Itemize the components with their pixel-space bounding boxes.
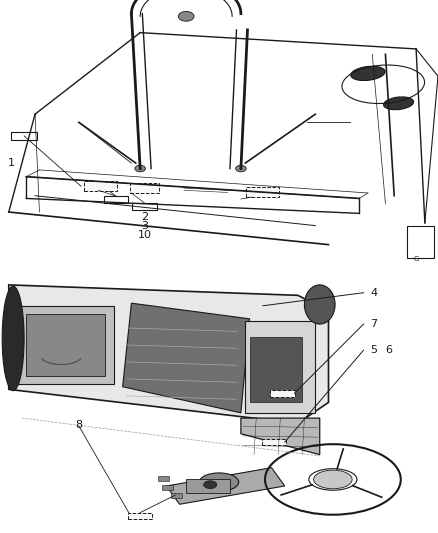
Polygon shape [9,285,328,423]
Ellipse shape [304,285,335,324]
Polygon shape [123,303,250,413]
Bar [250,337,302,402]
Text: 7: 7 [370,319,377,329]
Bar [271,390,295,397]
Circle shape [236,165,246,172]
Ellipse shape [351,66,385,80]
Polygon shape [241,418,320,455]
Bar [186,480,230,492]
Ellipse shape [2,286,24,391]
Circle shape [178,11,194,21]
Bar [407,225,434,258]
Text: G: G [413,256,419,262]
Bar [262,439,286,446]
Text: 8: 8 [75,419,82,430]
Bar [18,306,114,384]
Ellipse shape [384,97,413,110]
Ellipse shape [199,473,239,491]
Bar [158,476,169,481]
Bar [104,196,128,203]
Text: 1: 1 [7,158,14,168]
Bar [11,132,37,140]
Bar [132,203,157,210]
Text: 6: 6 [385,345,392,355]
Bar [162,485,173,490]
Bar [171,493,182,498]
Text: 2: 2 [141,213,148,222]
Ellipse shape [314,470,352,489]
Circle shape [204,481,217,489]
Text: 4: 4 [370,288,377,298]
Bar [84,181,117,191]
Circle shape [135,165,145,172]
Bar [245,321,315,413]
Bar [128,513,152,520]
Bar [131,183,159,193]
Bar [26,313,105,376]
Text: 10: 10 [138,230,152,240]
Polygon shape [166,468,285,504]
Bar [246,188,279,197]
Text: 5: 5 [370,345,377,355]
Text: 3: 3 [141,221,148,231]
